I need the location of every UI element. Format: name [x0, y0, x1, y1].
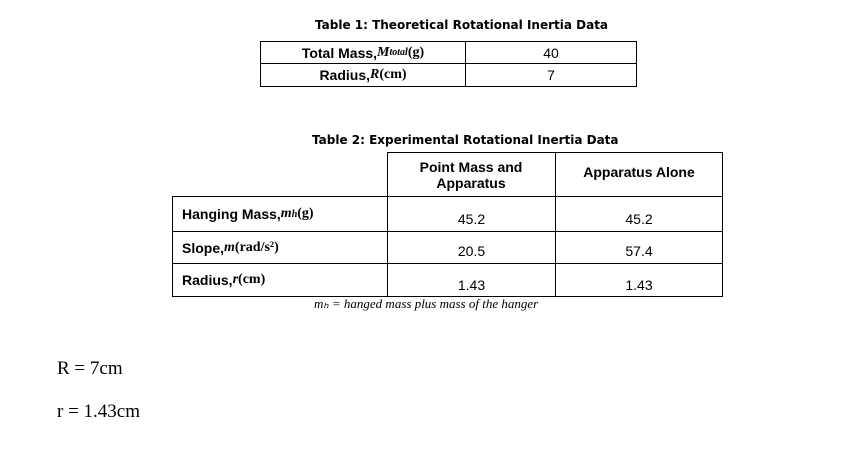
table1-row-radius-value: 7: [547, 67, 555, 83]
table2-row-slope-label: Slope, m (rad/s²): [182, 239, 279, 256]
table2-header-apparatus-alone: Apparatus Alone: [583, 164, 695, 180]
table1-row-total-mass-value: 40: [543, 44, 559, 61]
table2-footnote: mₕ = hanged mass plus mass of the hanger: [314, 296, 539, 311]
table2-header-point-mass: Point Mass and Apparatus: [419, 158, 523, 191]
table2-cell-hanging-mass-point: 45.2: [457, 211, 486, 227]
table2-cell-slope-alone: 57.4: [625, 242, 653, 259]
note-small-radius: r = 1.43cm: [57, 401, 141, 422]
table2-cell-radius-alone: 1.43: [625, 277, 653, 293]
table2: Point Mass and Apparatus Apparatus Alone…: [172, 152, 723, 297]
table2-cell-radius-point: 1.43: [457, 277, 486, 293]
table2-cell-slope-point: 20.5: [457, 242, 486, 259]
table2-cell-hanging-mass-alone: 45.2: [625, 211, 653, 227]
table2-row-radius-label: Radius, r (cm): [182, 272, 266, 288]
table1-caption: Table 1: Theoretical Rotational Inertia …: [315, 18, 609, 32]
table1-row-radius-label: Radius, R (cm): [319, 67, 407, 83]
table2-caption: Table 2: Experimental Rotational Inertia…: [312, 133, 619, 147]
note-big-radius: R = 7cm: [57, 358, 123, 379]
